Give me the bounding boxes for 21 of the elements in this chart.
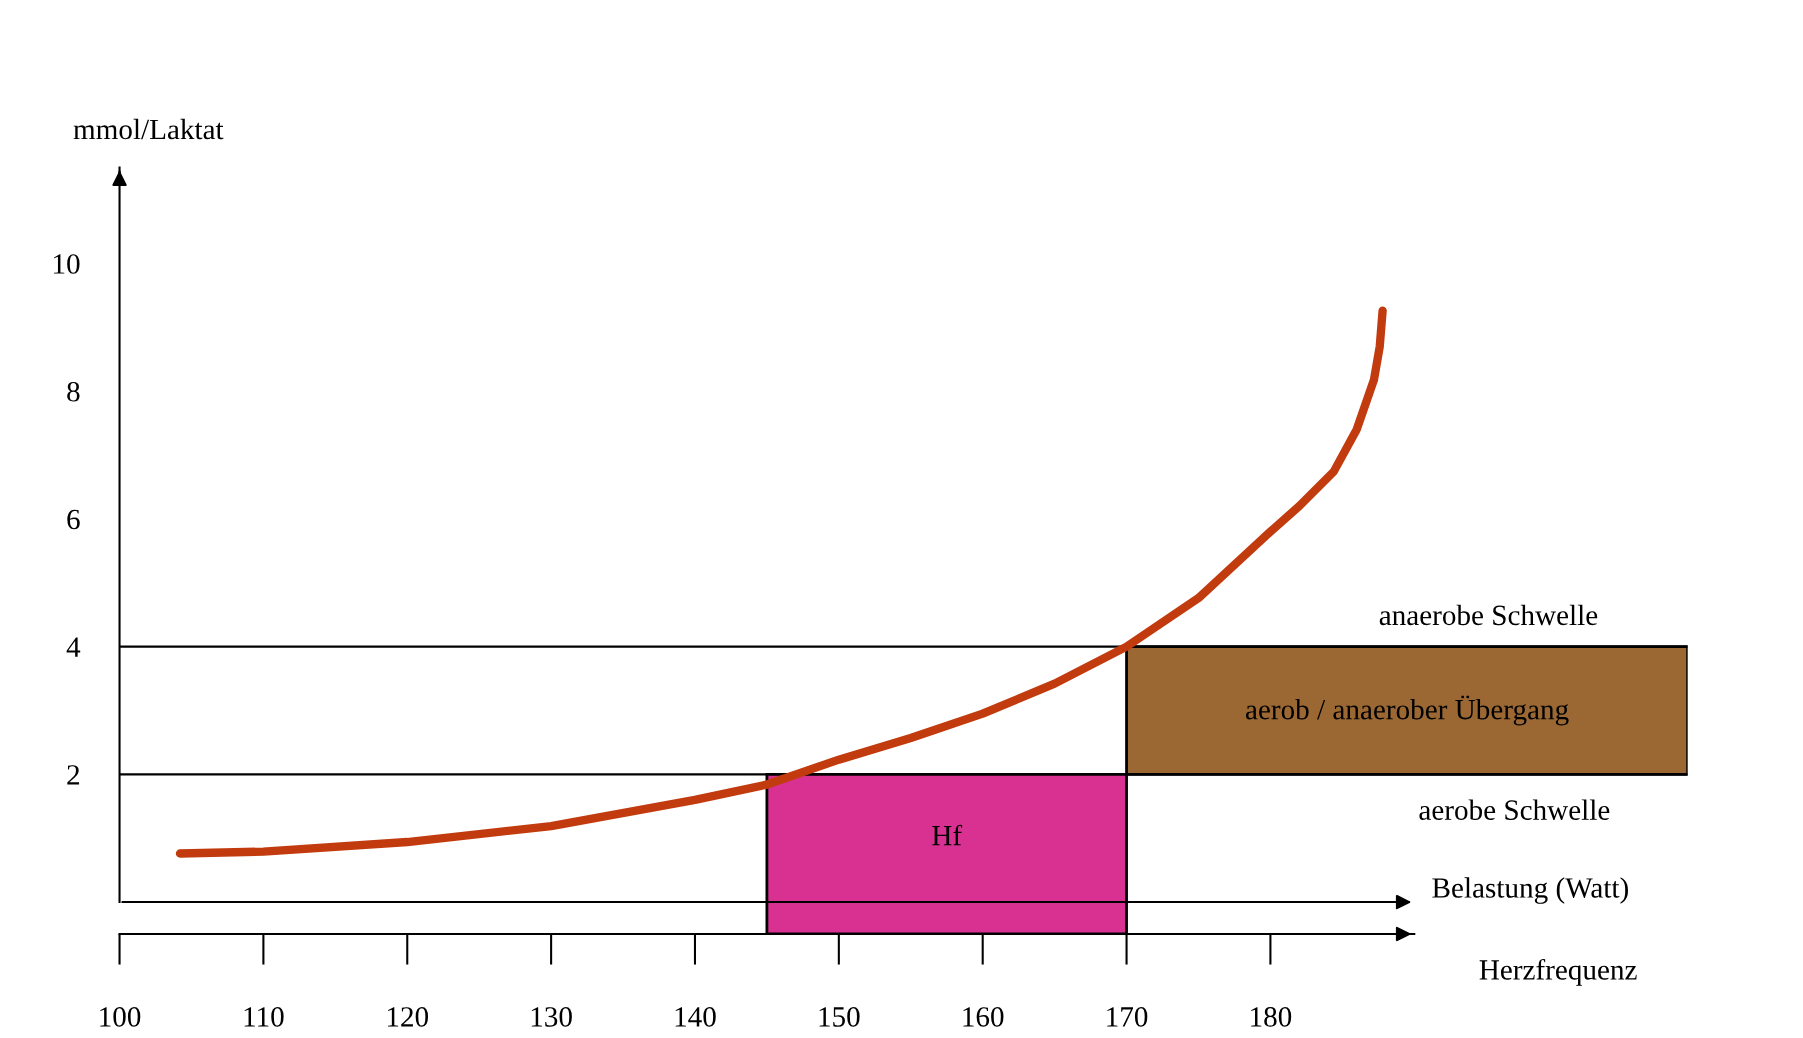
x-tick-label: 100 — [100, 1007, 141, 1027]
y-tick-label: 10 — [54, 254, 80, 274]
x2-axis-title: Belastung (Watt) — [1432, 877, 1628, 904]
x-tick-label: 130 — [531, 1007, 572, 1027]
y-tick-label: 6 — [67, 509, 80, 530]
x-tick-label: 180 — [1251, 1007, 1292, 1027]
ref-line-label: aerobe Schwelle — [1419, 799, 1610, 820]
ref-line-label: anaerobe Schwelle — [1379, 604, 1598, 626]
band-label: Hf — [932, 824, 963, 846]
y-axis-title: mmol/Laktat — [73, 118, 224, 140]
band-label: aerob / anaerober Übergang — [1246, 695, 1569, 726]
x-tick-label: 160 — [963, 1007, 1004, 1027]
x-tick-label: 150 — [819, 1007, 860, 1027]
y-tick-label: 4 — [66, 637, 81, 657]
x-tick-label: 140 — [675, 1007, 716, 1027]
x-tick-label: 120 — [387, 1007, 429, 1027]
x-tick-label: 170 — [1107, 1007, 1148, 1027]
y-tick-label: 8 — [67, 381, 80, 402]
y-tick-label: 2 — [67, 765, 80, 785]
x-tick-label: 110 — [244, 1007, 284, 1027]
x-axis-title: Herzfrequenz — [1479, 958, 1637, 986]
